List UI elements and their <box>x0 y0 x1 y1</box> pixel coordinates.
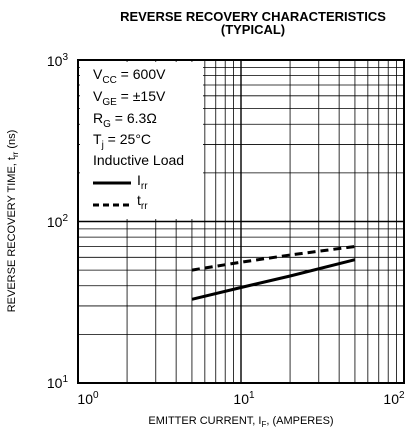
trr-subscript: rr <box>141 201 148 212</box>
rg-subscript: G <box>103 119 111 130</box>
legend-box <box>80 62 203 219</box>
legend: VCC = 600V VGE = ±15V RG = 6.3Ω Tj = 25°… <box>80 62 203 219</box>
x-axis-label: EMITTER CURRENT, IF, (AMPERES) <box>148 415 333 429</box>
chart-subtitle: (TYPICAL) <box>221 22 285 37</box>
tj-value: = 25°C <box>104 131 151 147</box>
vcc-value: = 600V <box>117 66 166 82</box>
x-tick-label-10: 101 <box>233 390 255 407</box>
irr-symbol: I <box>137 172 141 188</box>
vcc-symbol: V <box>93 66 103 82</box>
legend-tj: Tj = 25°C <box>93 131 151 151</box>
rg-value: = 6.3Ω <box>111 110 157 126</box>
rg-symbol: R <box>93 110 103 126</box>
y-tick-label-10: 101 <box>47 374 69 391</box>
y-axis-label: REVERSE RECOVERY TIME, trr (ns) <box>6 130 20 313</box>
trr-symbol: t <box>137 192 141 208</box>
legend-irr-label: Irr <box>137 172 148 192</box>
legend-rg: RG = 6.3Ω <box>93 110 157 130</box>
series-line-irr <box>191 258 356 301</box>
series-layer <box>191 245 356 301</box>
chart-title: REVERSE RECOVERY CHARACTERISTICS <box>120 9 386 24</box>
vge-symbol: V <box>93 88 103 104</box>
legend-load: Inductive Load <box>93 152 184 168</box>
tj-symbol: T <box>93 131 102 147</box>
legend-vcc: VCC = 600V <box>93 66 166 86</box>
x-tick-label-100: 102 <box>383 390 405 407</box>
tj-subscript: j <box>101 140 104 151</box>
vcc-subscript: CC <box>102 75 116 86</box>
legend-vge: VGE = ±15V <box>93 88 166 108</box>
vge-subscript: GE <box>102 97 117 108</box>
series-line-trr <box>191 245 356 272</box>
x-tick-label-1: 100 <box>77 390 99 407</box>
irr-subscript: rr <box>141 181 148 192</box>
plot-frame <box>77 59 405 384</box>
y-tick-label-1000: 103 <box>47 52 69 69</box>
vge-value: = ±15V <box>117 88 166 104</box>
legend-trr-label: trr <box>137 192 148 212</box>
y-tick-label-100: 102 <box>47 213 69 230</box>
